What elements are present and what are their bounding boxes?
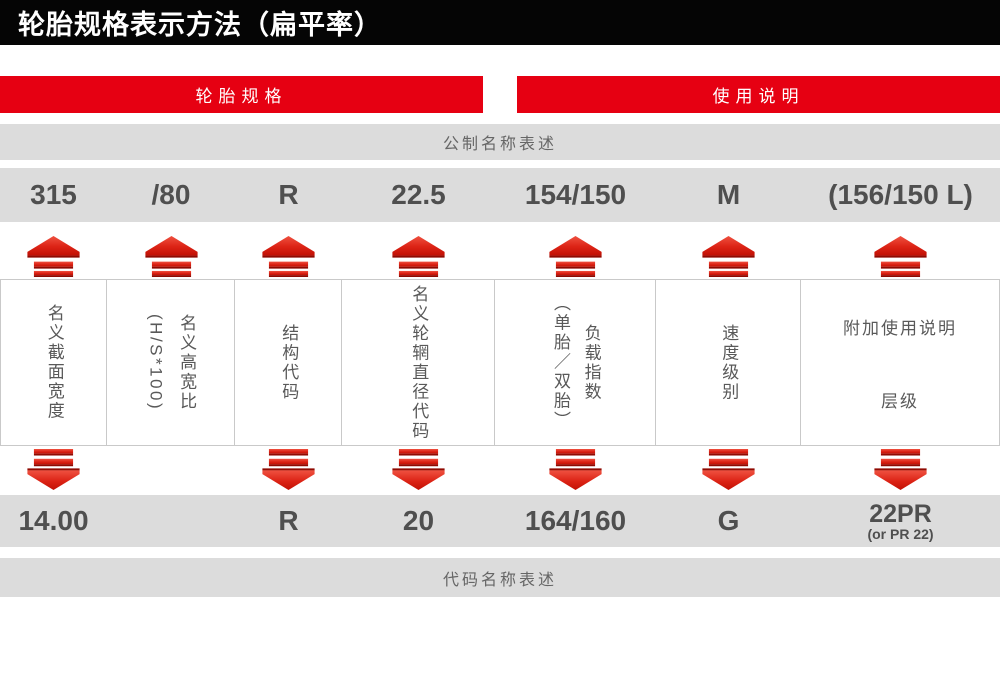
up-arrow-cell-aspect-ratio [107,236,235,277]
page-title-text: 轮胎规格表示方法（扁平率） [18,10,382,40]
down-arrows-row [0,449,1000,490]
down-arrow-empty-aspect-ratio [107,449,235,490]
down-arrow-cell-load-index [495,449,656,490]
up-arrow-cell-construction [235,236,342,277]
usage-section-header: 使用说明 [517,76,1000,113]
code-value-text: 14.00 [18,505,89,537]
metric-value-aspect-ratio: /80 [151,179,191,211]
code-value-section-width: 14.00 [0,495,107,547]
metric-value-section-width: 315 [30,179,77,211]
spec-section-label: 轮胎规格 [195,87,288,106]
spec-boxes-row: 名义截面宽度 名义高宽比 (H/S*100) 结构代码 名义轮辋直径代码 负载指数 （单… [0,279,1000,446]
red-down-arrow-icon [27,449,80,490]
metric-value-additional-use: (156/150 L) [828,179,973,211]
metric-value-rim-diameter: 22.5 [391,179,446,211]
red-up-arrow-icon [702,236,755,277]
up-arrow-cell-section-width [0,236,107,277]
spec-box-rim-diameter: 名义轮辋直径代码 [342,279,495,446]
up-arrow-cell-additional-use [801,236,1000,277]
red-down-arrow-icon [874,449,927,490]
spec-box-label: 负载指数 （单胎／双胎） [551,294,601,431]
spec-section-header: 轮胎规格 [0,76,483,113]
metric-name-label: 公制名称表述 [442,136,557,153]
code-values-row: 14.00 R 20 164/160 G 22PR (or PR 22) [0,495,1000,547]
red-up-arrow-icon [27,236,80,277]
page-title: 轮胎规格表示方法（扁平率） [0,0,1000,45]
spec-box-label: 名义高宽比 (H/S*100) [146,313,197,412]
code-value-text: 20 [402,505,435,537]
down-arrow-cell-rim-diameter [342,449,495,490]
down-arrow-cell-speed-symbol [656,449,801,490]
code-value-subtext: (or PR 22) [867,525,934,542]
code-value-text: G [717,505,740,537]
spec-box-label: 名义截面宽度 [44,304,64,421]
code-value-text: 22PR [869,499,932,528]
red-up-arrow-icon [549,236,602,277]
down-arrow-cell-additional-use [801,449,1000,490]
metric-value-construction: R [278,179,299,211]
up-arrow-cell-speed-symbol [656,236,801,277]
metric-name-bar: 公制名称表述 [0,124,1000,160]
code-name-label: 代码名称表述 [442,571,557,589]
code-value-additional-use: 22PR (or PR 22) [801,495,1000,547]
code-value-aspect-ratio [107,495,235,547]
code-value-construction: R [235,495,342,547]
metric-value-speed-symbol: M [716,179,741,211]
red-up-arrow-icon [392,236,445,277]
spec-box-aspect-ratio: 名义高宽比 (H/S*100) [107,279,235,446]
code-value-load-index: 164/160 [495,495,656,547]
code-value-text: 164/160 [524,505,627,537]
spec-box-label: 名义轮辋直径代码 [409,284,429,441]
spec-box-additional-use: 附加使用说明 层级 [801,279,1000,446]
metric-value-load-index: 154/150 [524,179,627,211]
spec-box-label-line: 层级 [881,391,919,411]
code-name-bar: 代码名称表述 [0,558,1000,597]
spec-box-label-line: 附加使用说明 [843,318,957,338]
code-value-rim-diameter: 20 [342,495,495,547]
metric-values-row: 315/80 R 22.5 154/150 M (156/150 L) [0,168,1000,222]
up-arrow-cell-load-index [495,236,656,277]
red-up-arrow-icon [144,236,198,277]
down-arrow-cell-section-width [0,449,107,490]
spec-box-load-index: 负载指数 （单胎／双胎） [495,279,656,446]
spec-box-speed-symbol: 速度级别 [656,279,801,446]
spec-box-construction: 结构代码 [235,279,342,446]
down-arrow-cell-construction [235,449,342,490]
red-down-arrow-icon [702,449,755,490]
up-arrow-cell-rim-diameter [342,236,495,277]
red-up-arrow-icon [262,236,315,277]
code-value-text: R [278,505,299,537]
spec-box-section-width: 名义截面宽度 [0,279,107,446]
red-down-arrow-icon [392,449,445,490]
up-arrows-row [0,236,1000,277]
spec-box-label: 速度级别 [719,323,739,402]
code-value-speed-symbol: G [656,495,801,547]
usage-section-label: 使用说明 [712,87,805,106]
red-down-arrow-icon [262,449,315,490]
red-up-arrow-icon [874,236,927,277]
red-down-arrow-icon [549,449,602,490]
spec-box-label: 结构代码 [279,323,299,402]
